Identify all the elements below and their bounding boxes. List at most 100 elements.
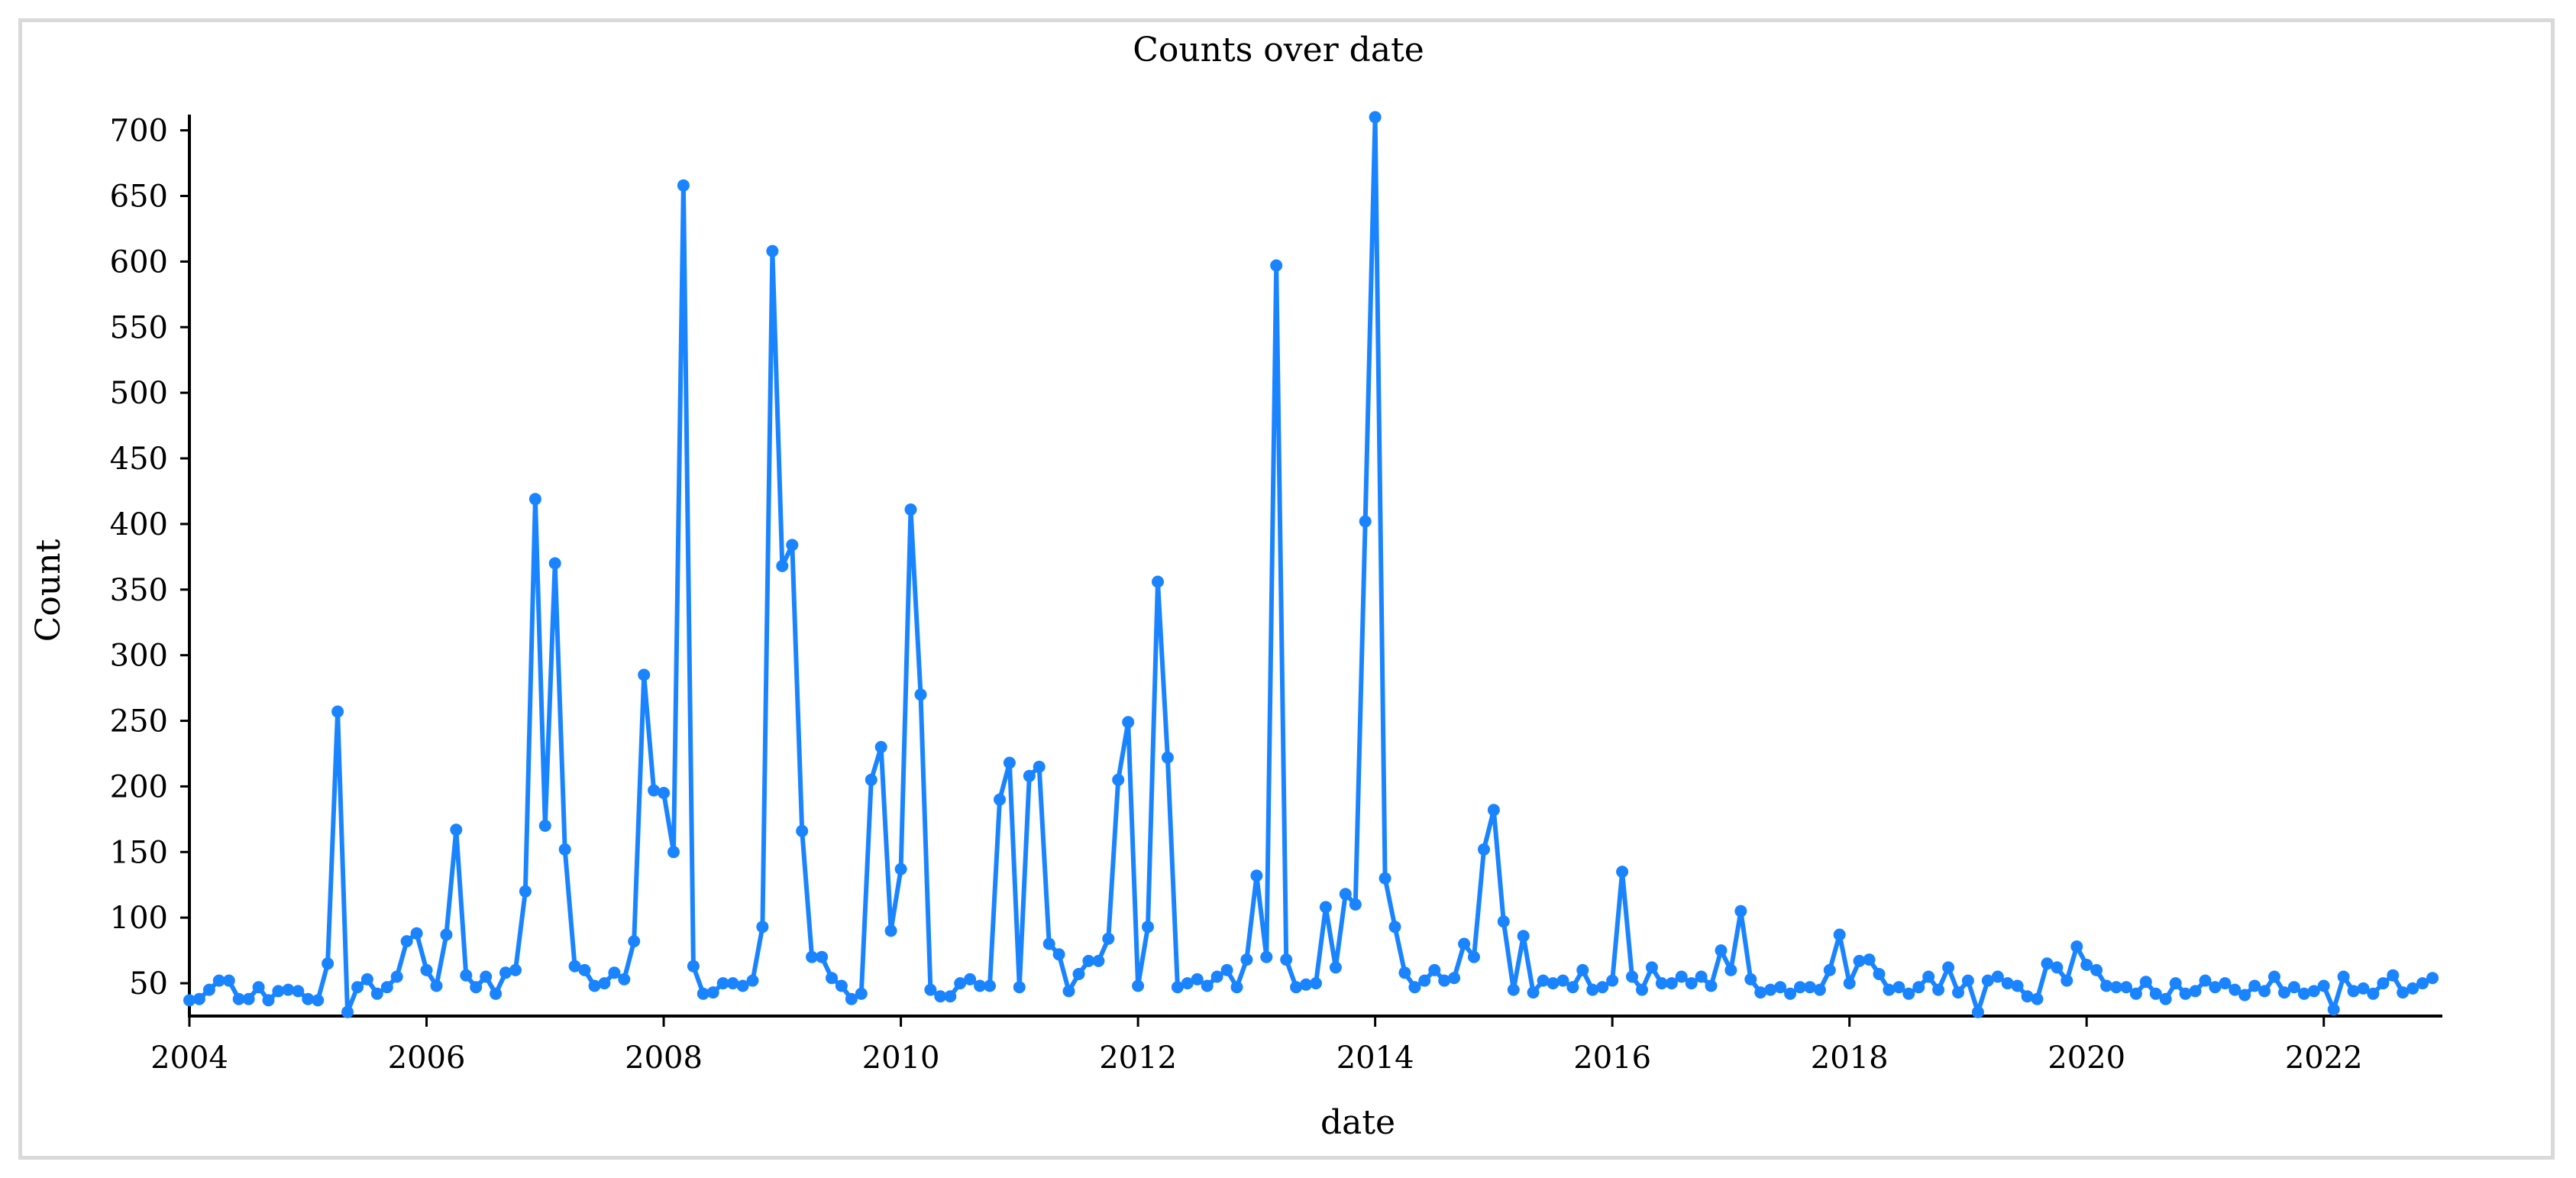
data-point xyxy=(1388,921,1401,934)
data-point xyxy=(212,974,225,987)
data-point xyxy=(1863,953,1876,966)
data-point xyxy=(460,969,473,982)
data-point xyxy=(2209,981,2222,994)
data-point xyxy=(1902,987,1915,1000)
data-point xyxy=(2307,985,2320,998)
data-point xyxy=(252,981,265,994)
data-point xyxy=(984,979,996,992)
data-point xyxy=(618,972,631,985)
data-point xyxy=(2278,986,2290,999)
data-point xyxy=(2347,985,2360,998)
data-point xyxy=(1813,983,1826,996)
data-point xyxy=(1171,981,1184,994)
data-point xyxy=(262,994,275,1007)
x-tick-label: 2016 xyxy=(1573,1040,1651,1076)
data-point xyxy=(855,987,868,1000)
data-point xyxy=(865,773,878,786)
data-point xyxy=(1991,970,2004,983)
data-point xyxy=(1922,970,1935,983)
data-point xyxy=(2357,982,2370,995)
data-point xyxy=(558,843,571,856)
x-tick-label: 2006 xyxy=(388,1040,466,1076)
data-point xyxy=(1250,869,1263,882)
data-point xyxy=(1072,968,1085,980)
data-point xyxy=(2268,970,2280,983)
data-point xyxy=(1062,985,1075,998)
data-point xyxy=(894,862,907,875)
data-point xyxy=(2060,974,2073,987)
data-point xyxy=(806,950,819,963)
data-point xyxy=(322,957,335,970)
data-point xyxy=(2229,983,2241,996)
data-point xyxy=(390,970,403,983)
data-point xyxy=(588,979,601,992)
data-point xyxy=(826,972,838,985)
data-point xyxy=(1458,937,1471,950)
data-point xyxy=(628,935,641,948)
data-point xyxy=(538,819,551,832)
data-point xyxy=(1952,986,1964,999)
data-point xyxy=(1665,977,1678,990)
data-point xyxy=(370,987,383,1000)
data-point xyxy=(1971,1005,1984,1018)
data-point xyxy=(548,557,561,570)
chart-title: Counts over date xyxy=(1133,31,1424,70)
data-point xyxy=(282,983,295,996)
data-point xyxy=(1784,987,1797,1000)
series-points xyxy=(183,111,2439,1018)
data-point xyxy=(1675,970,1688,983)
data-point xyxy=(1122,716,1135,729)
data-point xyxy=(964,972,977,985)
data-point xyxy=(2011,979,2024,992)
data-point xyxy=(756,921,769,934)
data-point xyxy=(360,972,373,985)
data-point xyxy=(2397,986,2410,999)
data-point xyxy=(974,979,987,992)
data-point xyxy=(1448,972,1461,985)
data-point xyxy=(1576,963,1589,976)
data-point xyxy=(480,970,493,983)
x-tick-label: 2008 xyxy=(625,1040,703,1076)
data-point xyxy=(2051,961,2064,974)
data-point xyxy=(2189,985,2202,998)
data-point xyxy=(1398,966,1411,979)
data-point xyxy=(1023,769,1036,782)
data-point xyxy=(2258,985,2271,998)
y-tick-label: 500 xyxy=(110,376,168,411)
data-point xyxy=(1517,930,1530,943)
data-point xyxy=(519,885,532,898)
data-point xyxy=(2090,963,2103,976)
data-point xyxy=(1310,977,1322,990)
data-point xyxy=(2179,987,2192,1000)
y-tick-label: 650 xyxy=(110,179,168,214)
data-point xyxy=(1724,963,1737,976)
data-point xyxy=(816,950,829,963)
data-point xyxy=(1468,950,1480,963)
y-tick-label: 50 xyxy=(129,966,168,1002)
data-point xyxy=(2120,981,2132,994)
data-point xyxy=(2406,982,2419,995)
data-point xyxy=(1230,981,1243,994)
data-point xyxy=(1033,760,1046,773)
data-point xyxy=(1764,983,1777,996)
data-point xyxy=(302,992,315,1005)
data-point xyxy=(1892,981,1905,994)
data-point xyxy=(2169,977,2182,990)
data-point xyxy=(1201,979,1214,992)
data-point xyxy=(1487,804,1500,817)
data-point xyxy=(2100,979,2113,992)
data-point xyxy=(1853,954,1866,967)
data-point xyxy=(232,992,245,1005)
data-point xyxy=(1210,970,1223,983)
data-point xyxy=(2001,977,2014,990)
data-point xyxy=(380,981,393,994)
data-point xyxy=(884,924,897,937)
data-point xyxy=(1883,983,1896,996)
data-point xyxy=(648,784,661,797)
data-point xyxy=(1744,972,1757,985)
data-point xyxy=(1942,961,1955,974)
data-point xyxy=(904,503,917,516)
data-point xyxy=(2031,992,2044,1005)
data-point xyxy=(1478,843,1490,856)
data-point xyxy=(1734,905,1747,917)
